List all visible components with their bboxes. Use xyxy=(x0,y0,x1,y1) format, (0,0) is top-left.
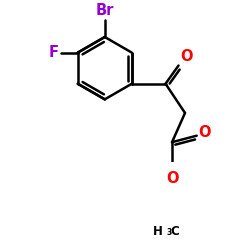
Text: O: O xyxy=(198,125,210,140)
Text: C: C xyxy=(170,225,179,238)
Text: 3: 3 xyxy=(166,228,172,237)
Text: F: F xyxy=(48,45,58,60)
Text: H: H xyxy=(153,225,163,238)
Text: O: O xyxy=(166,171,178,186)
Text: Br: Br xyxy=(96,2,114,18)
Text: O: O xyxy=(180,49,192,64)
